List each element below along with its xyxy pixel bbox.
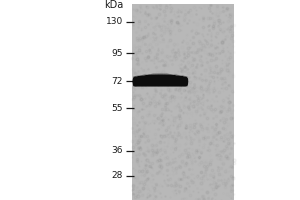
Text: 28: 28 bbox=[112, 171, 123, 180]
Bar bbox=[132, 4, 234, 200]
Text: kDa: kDa bbox=[104, 0, 123, 10]
Text: 130: 130 bbox=[106, 17, 123, 26]
Text: 72: 72 bbox=[112, 77, 123, 86]
Text: 36: 36 bbox=[112, 146, 123, 155]
Text: 55: 55 bbox=[112, 104, 123, 113]
Text: 95: 95 bbox=[112, 49, 123, 58]
